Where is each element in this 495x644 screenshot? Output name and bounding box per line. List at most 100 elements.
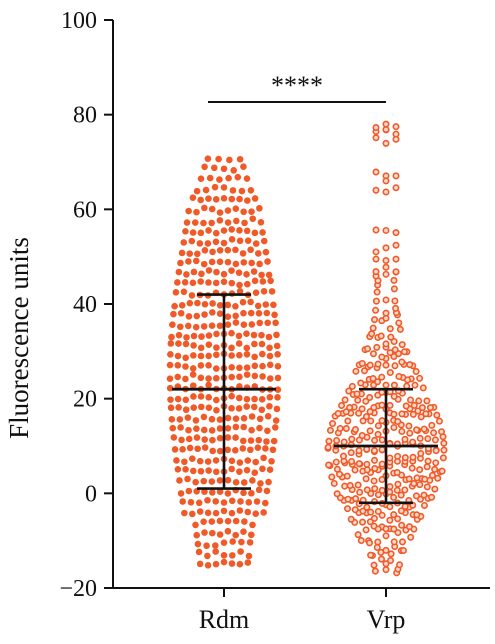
data-point [347,515,355,523]
data-point [371,465,379,473]
data-point [352,367,360,375]
data-point [174,279,181,286]
data-point [190,268,198,276]
data-point [374,430,382,438]
data-point [259,229,266,236]
data-point [224,490,232,497]
data-point [355,460,363,468]
data-point [251,277,259,285]
data-point [179,498,186,505]
data-point [250,268,258,275]
data-point [348,435,356,443]
data-point [390,424,398,432]
data-point [187,498,195,506]
data-point [405,422,413,430]
data-point [432,459,440,467]
data-point [193,434,201,441]
data-point [354,531,362,539]
data-point [197,229,205,237]
data-point [248,426,255,434]
data-point [421,475,429,483]
data-point [232,205,240,212]
data-point [370,404,378,412]
data-point [192,521,199,529]
data-point [174,373,182,381]
data-point [264,258,271,265]
data-point [245,552,253,560]
data-point [256,415,264,423]
data-point [420,501,428,509]
data-point [407,533,415,541]
data-point [193,425,200,433]
data-point [372,168,380,176]
data-point [209,529,216,537]
data-point [208,478,216,485]
data-point [332,458,340,466]
data-point [205,279,212,286]
data-point [382,188,390,196]
data-point [174,361,182,369]
data-point [186,250,194,257]
data-point [363,486,371,494]
data-point [258,271,265,279]
data-point [369,324,377,332]
data-point [234,173,242,181]
data-point [166,384,174,392]
data-point [360,367,368,375]
data-point [247,309,255,317]
data-point [228,236,236,243]
data-point [371,436,379,444]
data-point [171,446,179,453]
data-point [325,461,333,469]
data-point [392,268,400,276]
data-point [228,344,235,352]
data-point [386,503,394,511]
y-tick-label: 20 [73,387,97,413]
data-point [201,311,208,318]
data-point [232,246,239,254]
data-point [325,437,333,445]
data-point [266,393,274,401]
data-point [185,487,193,495]
data-point [168,333,175,341]
data-point [216,531,224,538]
data-point [220,239,228,247]
data-point [200,413,208,421]
data-point [235,269,243,276]
data-point [405,475,413,483]
data-point [216,517,224,525]
data-point [398,521,406,529]
data-point [268,288,276,295]
data-point [175,331,183,339]
data-point [262,445,269,452]
data-point [208,489,216,496]
data-point [244,237,252,244]
data-point [175,268,183,276]
data-point [390,538,398,546]
data-point [414,407,422,415]
data-point [423,397,431,405]
data-point [189,365,197,372]
data-point [240,414,248,422]
data-point [197,278,204,285]
data-point [209,309,216,316]
data-point [182,466,189,473]
data-point [167,340,175,347]
data-point [274,386,282,393]
data-point [373,288,381,296]
data-point [228,560,236,567]
data-point [357,537,365,545]
data-point [351,466,359,474]
data-point [201,444,209,451]
data-point [193,208,200,216]
data-point [197,374,205,382]
data-point [247,187,255,194]
data-point [224,258,232,266]
data-point [256,424,263,432]
data-point [181,509,188,517]
data-point [248,413,256,420]
data-point [192,257,200,265]
data-point [253,498,261,505]
data-point [363,466,371,474]
data-point [228,457,236,465]
